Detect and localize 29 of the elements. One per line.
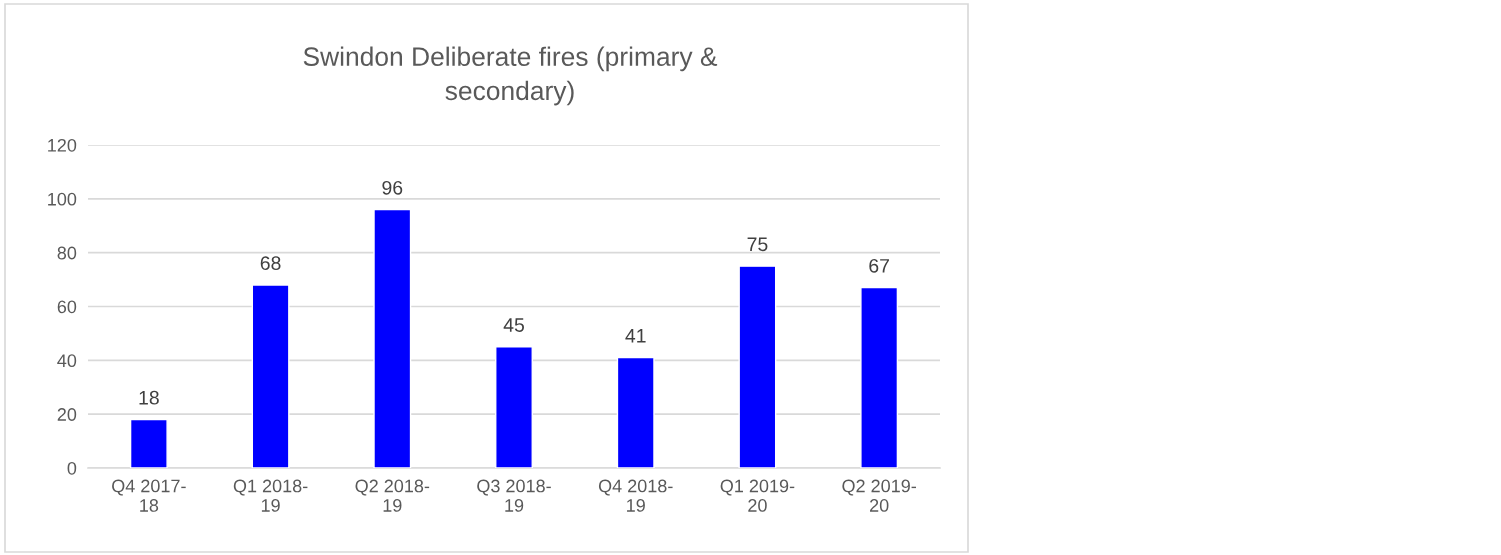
y-tick-label: 80	[57, 246, 77, 260]
y-tick-label: 100	[48, 192, 77, 206]
data-label: 41	[625, 329, 646, 343]
x-tick-label: Q4 2017- 18	[112, 479, 186, 512]
bar	[738, 265, 777, 468]
bar	[373, 208, 412, 468]
x-tick-label: Q2 2019- 20	[842, 479, 916, 512]
y-tick-label: 0	[67, 461, 77, 475]
data-label: 18	[139, 390, 159, 405]
y-tick-label: 60	[57, 300, 77, 314]
data-label: 45	[503, 318, 524, 332]
x-tick-label: Q3 2018- 19	[477, 479, 551, 512]
x-tick-label: Q1 2018- 19	[233, 479, 308, 512]
bar	[860, 286, 899, 468]
data-label: 68	[260, 256, 281, 271]
chart-title: Swindon Deliberate fires (primary & secondary)	[303, 46, 718, 106]
bar	[616, 356, 655, 468]
data-label: 75	[747, 237, 768, 252]
y-tick-label: 40	[57, 354, 77, 368]
bar	[129, 418, 168, 468]
data-label: 67	[869, 258, 889, 273]
bar	[495, 346, 533, 468]
y-tick-label: 120	[48, 138, 77, 152]
x-tick-label: Q4 2018- 19	[598, 479, 673, 512]
y-tick-label: 20	[57, 408, 77, 421]
x-tick-label: Q1 2019- 20	[720, 479, 795, 512]
bar	[251, 284, 290, 468]
x-tick-label: Q2 2018- 19	[355, 479, 430, 512]
data-label: 96	[382, 180, 403, 195]
